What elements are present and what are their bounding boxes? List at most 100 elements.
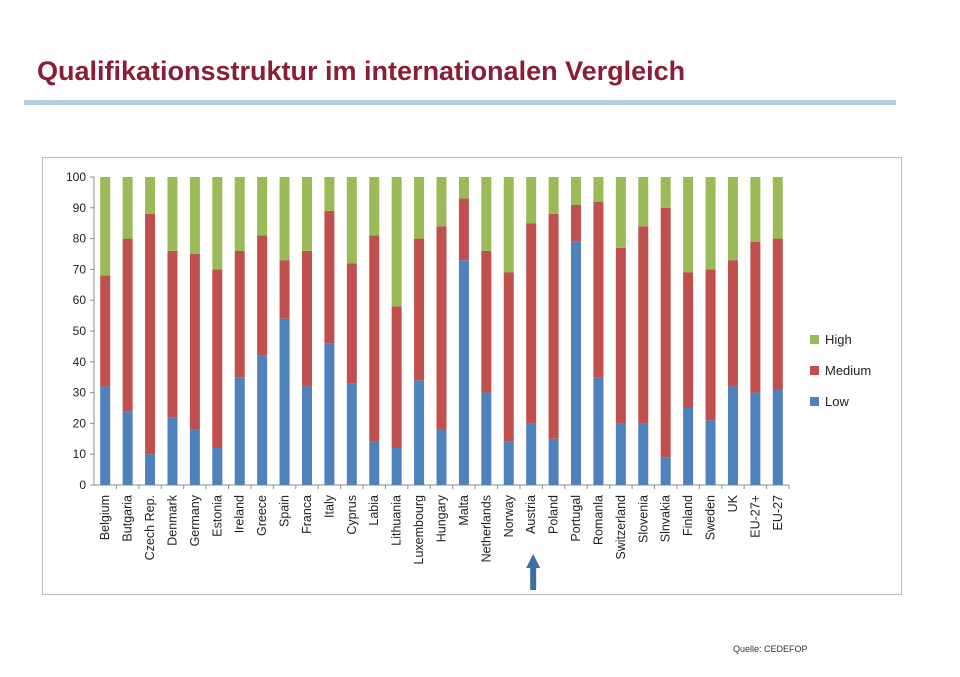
highlight-arrow-head — [526, 554, 541, 568]
bar-high — [660, 177, 671, 208]
bar-medium — [391, 306, 402, 449]
x-category-label: Italy — [322, 494, 336, 518]
bar-high — [705, 177, 716, 270]
y-tick-label: 80 — [73, 232, 87, 246]
bar-medium — [526, 223, 537, 424]
bar-high — [593, 177, 604, 202]
bar-high — [526, 177, 537, 224]
bar-medium — [615, 247, 626, 424]
y-tick-label: 0 — [79, 478, 86, 492]
bar-medium — [414, 238, 425, 381]
bar-medium — [436, 226, 447, 430]
bar-low — [660, 457, 671, 485]
bar-medium — [212, 269, 223, 449]
bar-medium — [750, 241, 761, 393]
bar-high — [100, 177, 111, 276]
legend-swatch-medium — [810, 366, 819, 375]
bar-high — [503, 177, 514, 273]
bar-high — [391, 177, 402, 307]
x-category-label: Luxembourg — [412, 495, 426, 565]
bar-low — [615, 423, 626, 485]
x-category-label: Sweden — [704, 495, 718, 540]
x-category-label: UK — [726, 494, 740, 512]
x-category-label: Franca — [300, 495, 314, 534]
x-category-label: Czech Rep. — [143, 495, 157, 560]
x-category-label: Slovenia — [636, 495, 650, 543]
bar-low — [369, 441, 380, 485]
x-category-label: Finland — [681, 495, 695, 536]
bar-low — [772, 389, 783, 485]
bar-low — [593, 377, 604, 485]
bar-low — [638, 423, 649, 485]
legend-label-high: High — [825, 332, 852, 347]
bar-high — [548, 177, 559, 214]
bar-low — [503, 441, 514, 485]
bar-low — [414, 380, 425, 485]
x-category-label: Ireland — [233, 495, 247, 533]
slide-title: Qualifikationsstruktur im internationale… — [37, 56, 686, 86]
bar-medium — [257, 235, 268, 356]
bar-low — [436, 429, 447, 485]
bar-medium — [100, 275, 111, 387]
bar-medium — [571, 204, 582, 242]
x-category-label: Denmark — [165, 494, 179, 545]
bar-low — [167, 417, 178, 485]
bar-high — [324, 177, 335, 211]
x-category-label: EU-27 — [771, 495, 785, 530]
bar-high — [189, 177, 200, 254]
stacked-bar-chart: 0 10 20 30 40 50 60 70 80 90 100 Belgium Butgaria Cze… — [66, 170, 871, 590]
title-underline — [24, 100, 896, 105]
bar-high — [369, 177, 380, 236]
bar-low — [324, 343, 335, 485]
bar-high — [615, 177, 626, 248]
bar-high — [458, 177, 469, 199]
bar-low — [727, 386, 738, 485]
x-category-label: Poland — [547, 495, 561, 534]
x-category-label: Austria — [524, 495, 538, 534]
bar-medium — [548, 213, 559, 439]
y-tick-label: 100 — [66, 170, 86, 184]
bar-high — [683, 177, 694, 273]
y-tick-label: 30 — [73, 386, 87, 400]
y-tick-label: 90 — [73, 201, 87, 215]
bar-medium — [279, 260, 290, 319]
bar-high — [145, 177, 156, 214]
x-category-label: Romanla — [591, 495, 605, 545]
bar-medium — [145, 213, 156, 455]
bar-medium — [481, 250, 492, 393]
bar-medium — [234, 250, 245, 378]
x-category-label: Belgium — [98, 495, 112, 540]
x-category-label: Netherlands — [479, 495, 493, 562]
bar-medium — [122, 238, 133, 412]
bar-high — [571, 177, 582, 205]
y-tick-label: 50 — [73, 324, 87, 338]
bar-medium — [167, 250, 178, 418]
bar-low — [571, 241, 582, 485]
bar-low — [750, 392, 761, 485]
x-category-label: Slnvakia — [659, 495, 673, 542]
legend-label-low: Low — [825, 394, 849, 409]
legend-label-medium: Medium — [825, 363, 871, 378]
chart-frame: 0 10 20 30 40 50 60 70 80 90 100 Belgium Butgaria Cze… — [42, 157, 902, 595]
y-tick-label: 20 — [73, 416, 87, 430]
y-tick-label: 10 — [73, 447, 87, 461]
bar-medium — [324, 210, 335, 344]
bar-low — [458, 260, 469, 485]
y-tick-label: 70 — [73, 262, 87, 276]
legend-swatch-high — [810, 335, 819, 344]
bar-low — [234, 377, 245, 485]
bar-medium — [369, 235, 380, 442]
bar-high — [257, 177, 268, 236]
x-category-label: Portugal — [569, 495, 583, 542]
y-tick-label: 60 — [73, 293, 87, 307]
bar-low — [346, 383, 357, 485]
bar-low — [257, 355, 268, 485]
bar-high — [414, 177, 425, 239]
bar-high — [727, 177, 738, 261]
legend-swatch-low — [810, 397, 819, 406]
bar-low — [705, 420, 716, 485]
bar-low — [683, 408, 694, 485]
bar-high — [346, 177, 357, 264]
bar-high — [279, 177, 290, 261]
bar-high — [750, 177, 761, 242]
